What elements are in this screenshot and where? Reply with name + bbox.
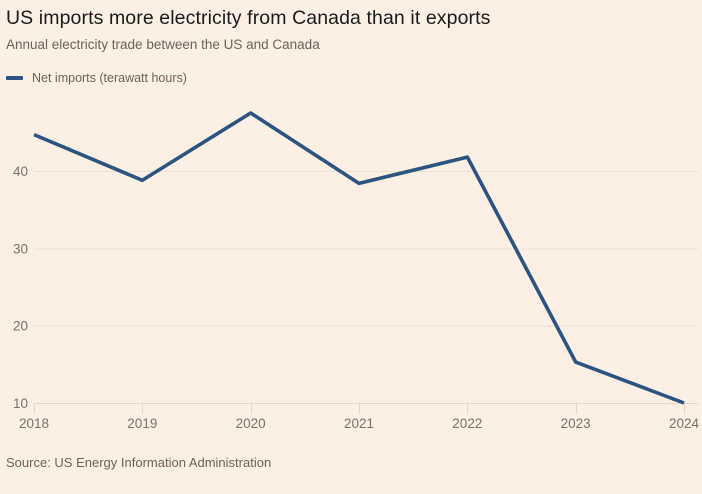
x-axis-tick-label: 2020 [236,416,266,431]
x-axis-tick-label: 2023 [561,416,591,431]
x-axis-tick-label: 2021 [344,416,374,431]
chart-axis [34,403,698,414]
x-axis-tick-label: 2022 [452,416,482,431]
chart-y-axis-labels: 10 20 30 40 [13,164,28,411]
chart-series-lines [33,111,685,405]
page-title: US imports more electricity from Canada … [6,7,491,29]
series-line-net-imports [33,111,685,405]
y-axis-tick-label: 10 [13,396,28,411]
chart-plot-area: 10 20 30 40 2018 2019 2020 2021 2022 2023 2024 [13,111,700,431]
chart-legend: Net imports (terawatt hours) [6,69,187,87]
y-axis-tick-label: 40 [13,164,28,179]
y-axis-tick-label: 30 [13,241,28,256]
legend-item-label: Net imports (terawatt hours) [32,71,187,85]
x-axis-tick-label: 2024 [669,416,700,431]
legend-item-net-imports[interactable]: Net imports (terawatt hours) [6,71,187,85]
chart-subtitle: Annual electricity trade between the US … [6,37,320,52]
chart-x-axis-labels: 2018 2019 2020 2021 2022 2023 2024 [19,416,700,431]
legend-line-swatch-icon [6,76,23,80]
x-axis-tick-label: 2019 [127,416,157,431]
x-axis-tick-label: 2018 [19,416,49,431]
y-axis-tick-label: 20 [13,319,28,334]
chart-source-note: Source: US Energy Information Administra… [6,455,272,470]
